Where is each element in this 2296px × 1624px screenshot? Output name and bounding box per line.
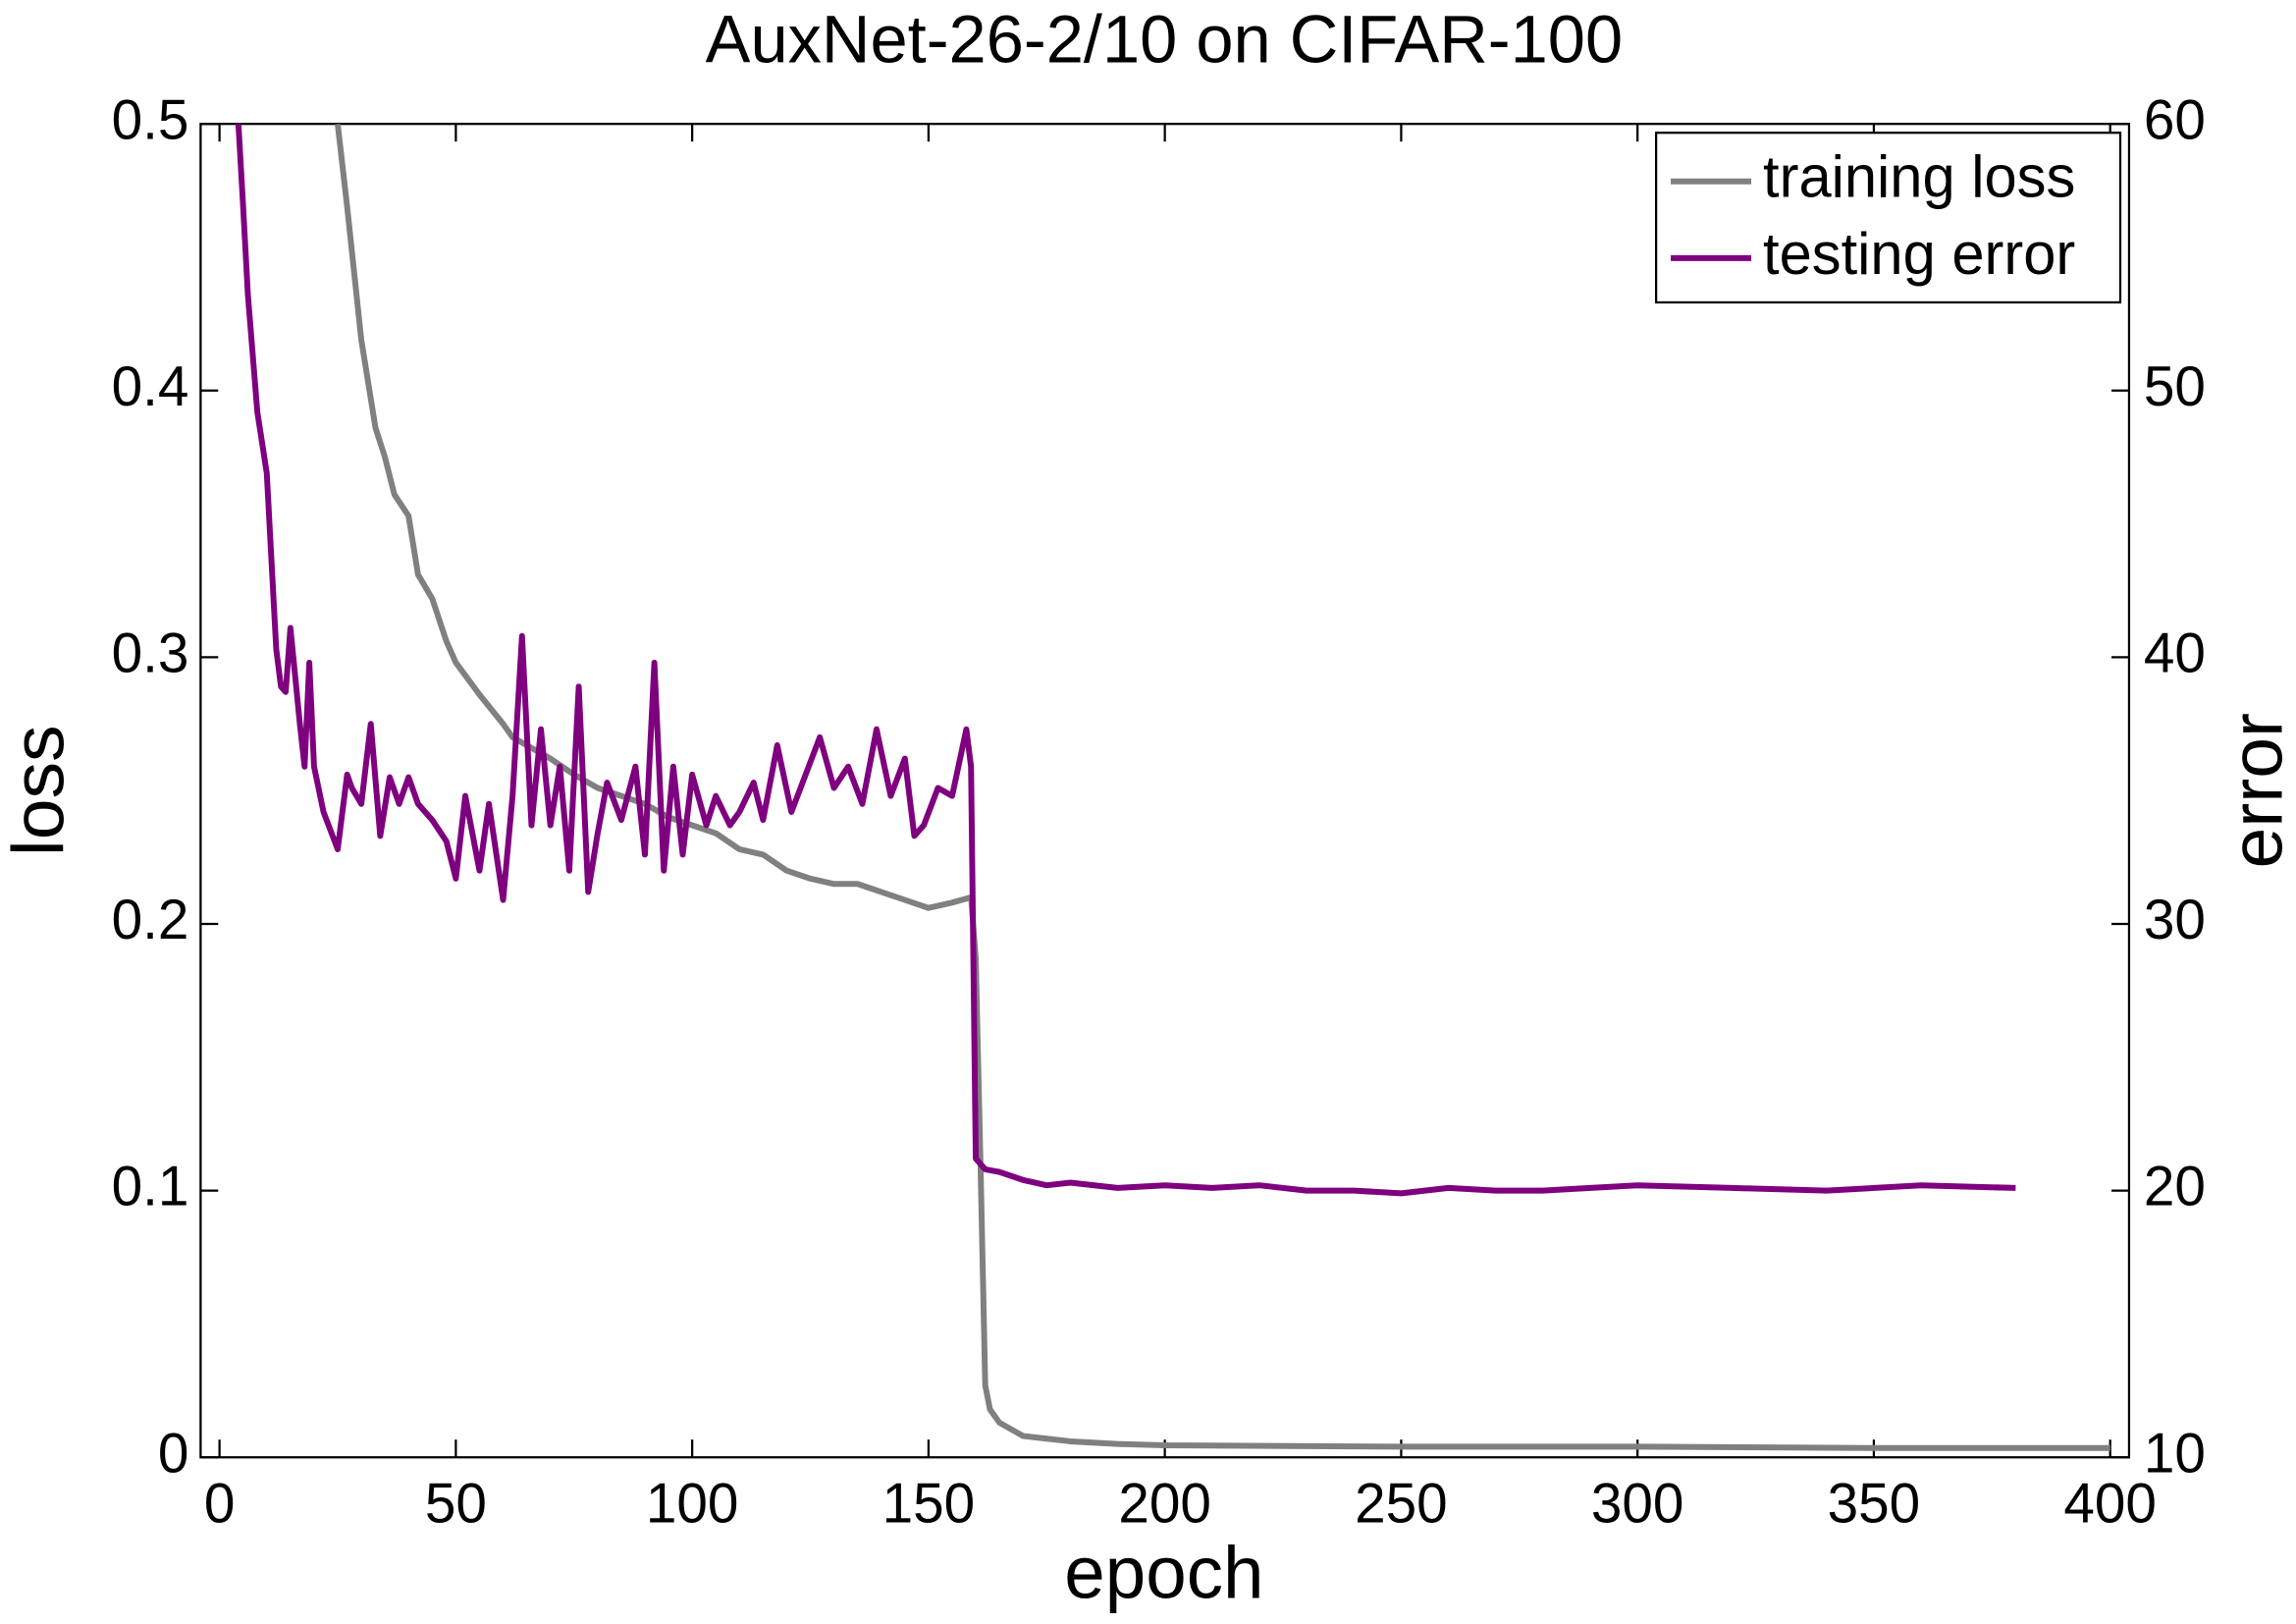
y-tick-label: 0.3 [112, 623, 189, 684]
y2-tick-label: 50 [2144, 356, 2206, 418]
y-tick-label: 0 [158, 1423, 189, 1485]
x-axis-label: epoch [1064, 1531, 1263, 1613]
chart-title: AuxNet-26-2/10 on CIFAR-100 [706, 1, 1623, 77]
x-tick-label: 400 [2063, 1473, 2157, 1535]
y-tick-label: 0.4 [112, 356, 189, 418]
y2-tick-label: 20 [2144, 1157, 2206, 1218]
x-tick-label: 0 [204, 1473, 236, 1535]
series-line [235, 124, 2016, 1197]
legend-label: testing error [1763, 221, 2075, 287]
x-tick-label: 300 [1591, 1473, 1684, 1535]
y-axis-label: loss [0, 725, 79, 856]
x-tick-label: 250 [1355, 1473, 1448, 1535]
x-tick-label: 50 [425, 1473, 487, 1535]
x-tick-label: 150 [882, 1473, 976, 1535]
y2-tick-label: 40 [2144, 623, 2206, 684]
y-tick-label: 0.2 [112, 890, 189, 951]
y2-tick-label: 10 [2144, 1423, 2206, 1485]
legend-label: training loss [1763, 143, 2075, 209]
series-line [335, 124, 2110, 1451]
y-tick-label: 0.5 [112, 89, 189, 151]
y2-tick-label: 30 [2144, 890, 2206, 951]
y2-tick-label: 60 [2144, 89, 2206, 151]
x-tick-label: 350 [1828, 1473, 1921, 1535]
legend-box [1655, 132, 2122, 304]
x-tick-label: 200 [1118, 1473, 1211, 1535]
plot-frame [199, 123, 2131, 1459]
y2-axis-label: error [2216, 713, 2296, 869]
x-tick-label: 100 [646, 1473, 739, 1535]
y-tick-label: 0.1 [112, 1157, 189, 1218]
